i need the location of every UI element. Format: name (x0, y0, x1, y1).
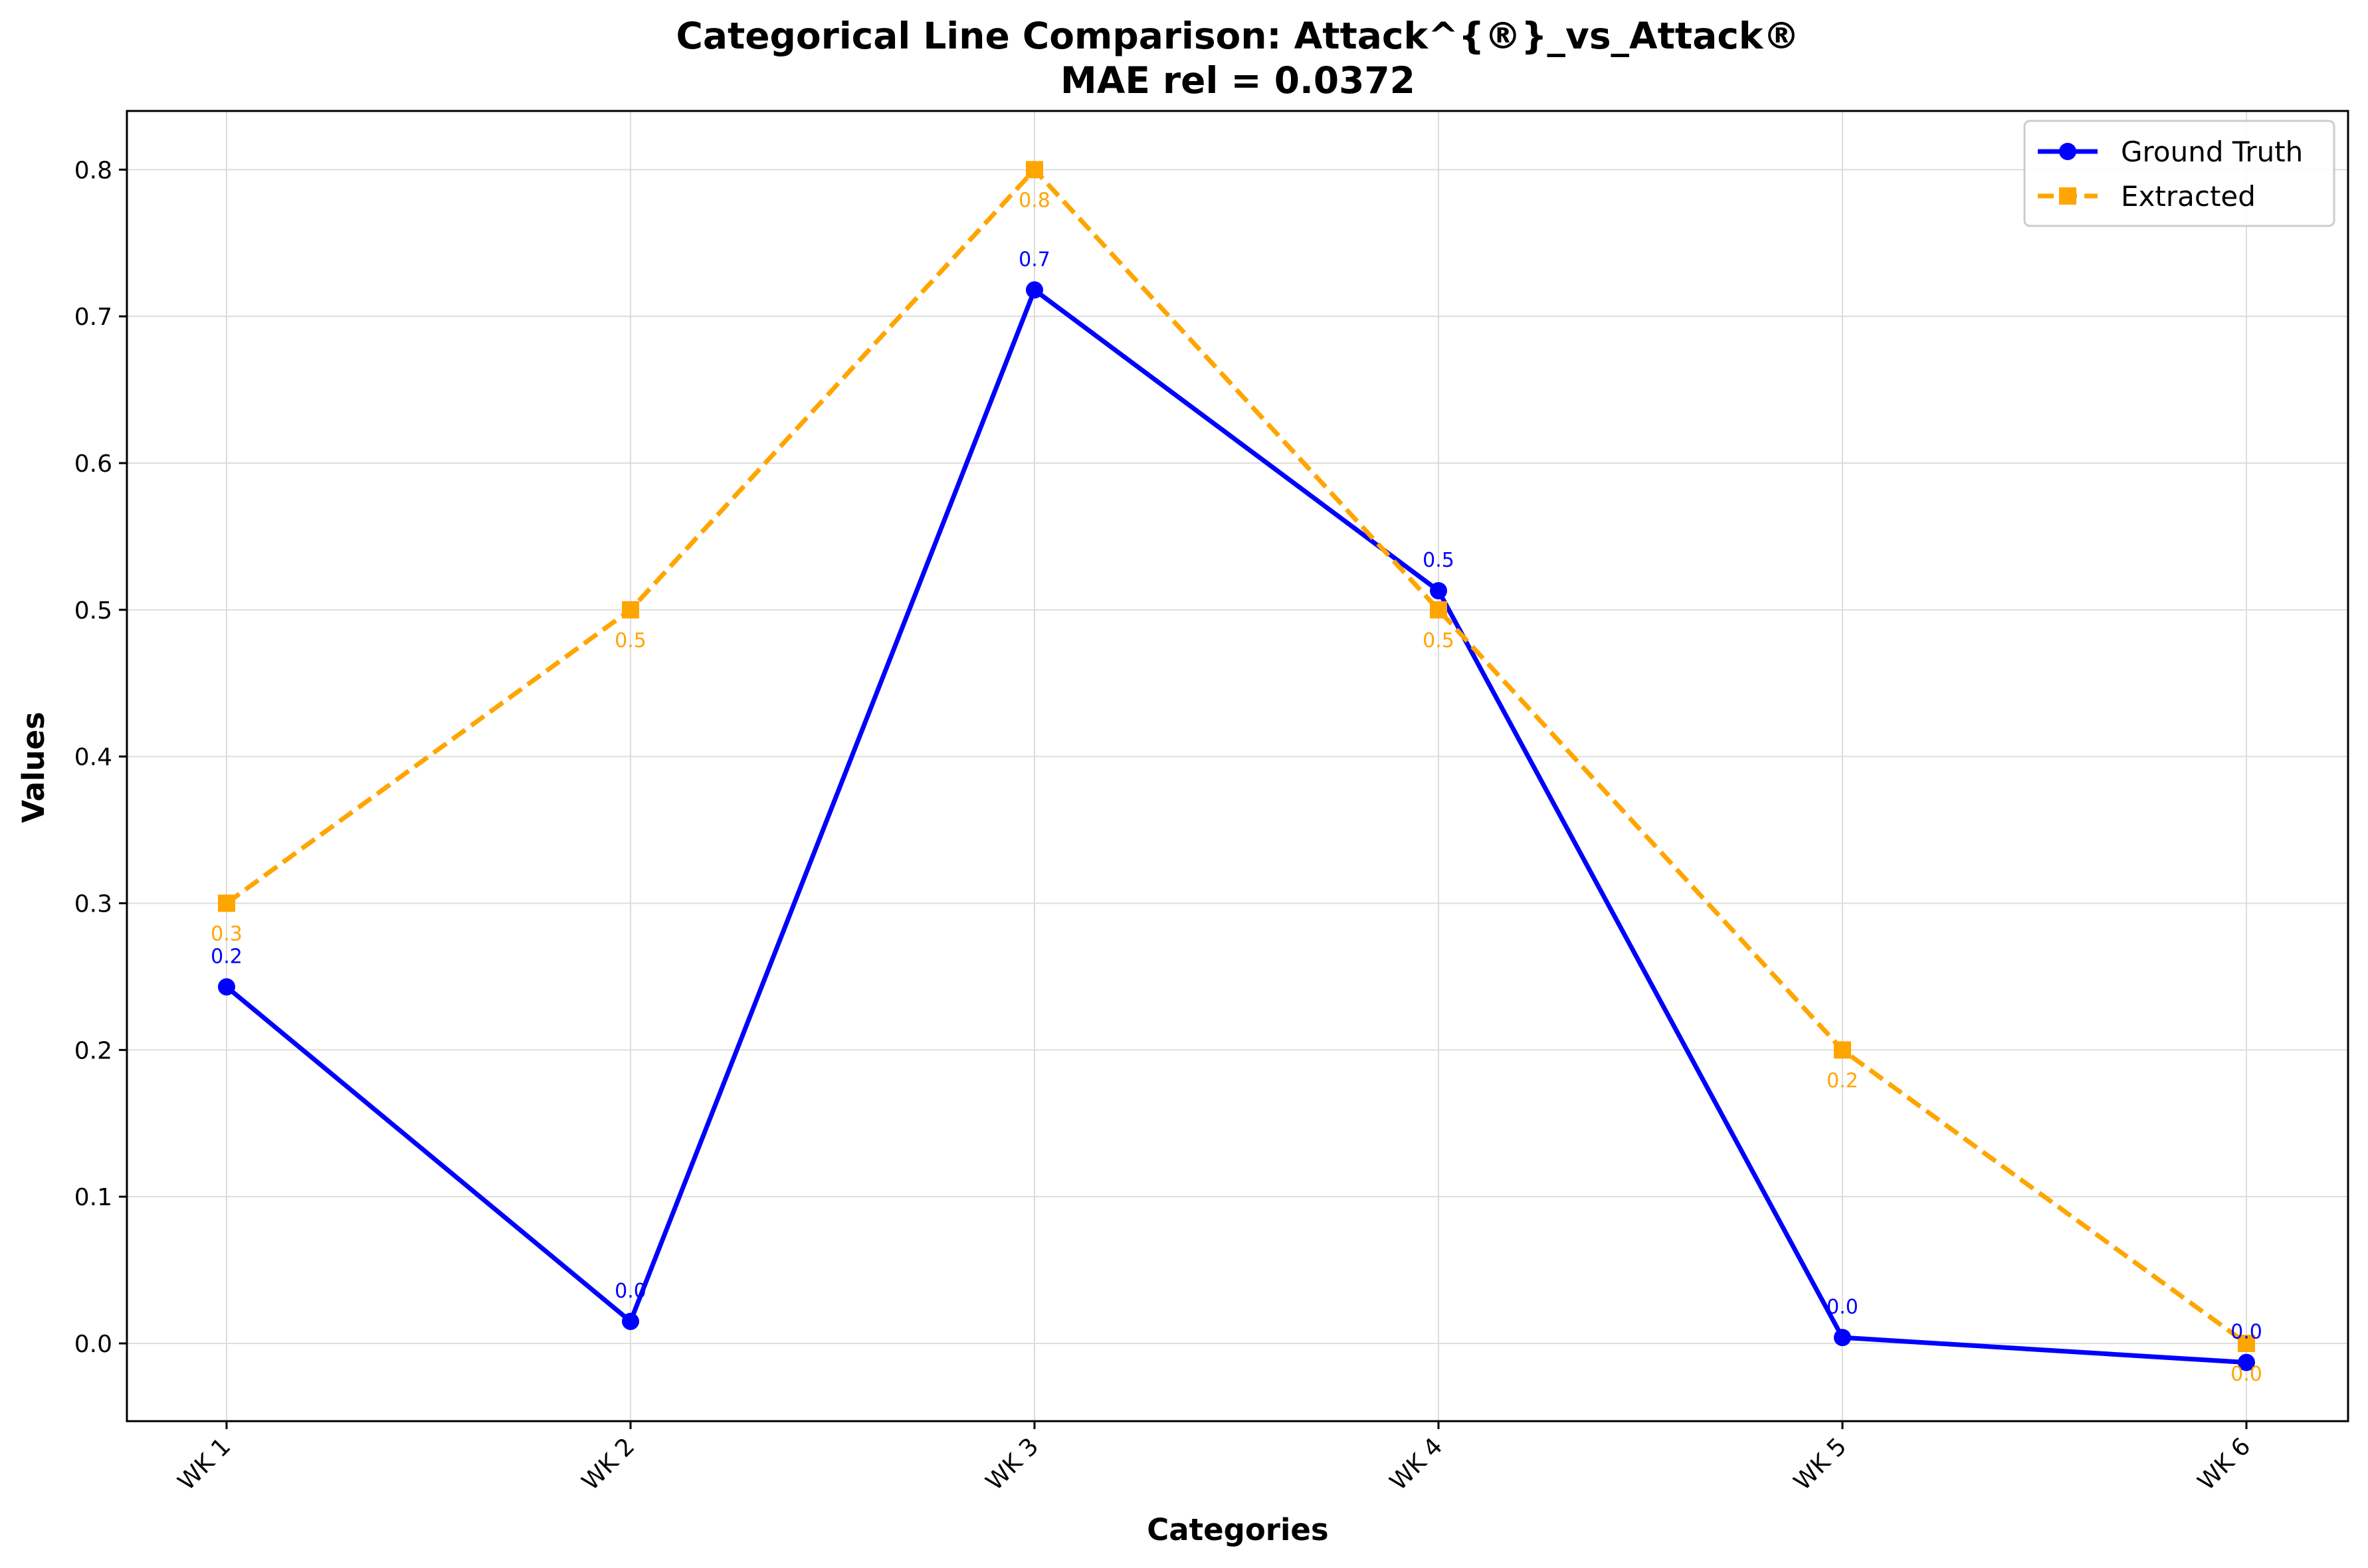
data-point (1430, 582, 1447, 600)
y-tick-label: 0.1 (74, 1184, 112, 1211)
series-line-extracted (225, 167, 2248, 1345)
y-axis-label: Values (16, 712, 51, 823)
y-tick-label: 0.5 (74, 597, 112, 625)
data-labels: 0.2 0.0 0.7 0.5 0.0 0.0 0.3 0.5 0.8 0.5 0.2 0.0 (211, 189, 2262, 1386)
data-point (622, 601, 639, 619)
legend-entry-label: Ground Truth (2121, 136, 2303, 168)
data-label: 0.7 (1019, 248, 1050, 271)
x-axis-label: Categories (1147, 1512, 1328, 1547)
data-label: 0.0 (615, 1280, 646, 1303)
y-tick-label: 0.6 (74, 450, 112, 478)
data-point (622, 1312, 639, 1330)
data-label: 0.2 (211, 945, 243, 968)
data-point (218, 978, 235, 996)
data-label: 0.0 (1826, 1296, 1858, 1319)
data-label: 0.5 (1423, 629, 1454, 652)
y-tick-label: 0.0 (74, 1331, 112, 1358)
data-point (2238, 1334, 2255, 1352)
series-line-ground-truth (225, 287, 2247, 1365)
legend: Ground Truth Extracted (2023, 120, 2335, 227)
y-tick-label: 0.3 (74, 890, 112, 918)
legend-box (2023, 120, 2335, 227)
legend-entry-label: Extracted (2121, 180, 2256, 213)
data-label: 0.5 (1423, 549, 1454, 572)
data-point (1026, 161, 1043, 179)
chart-title-line2: MAE rel = 0.0372 (1060, 59, 1415, 102)
data-point (2238, 1353, 2255, 1371)
series-layer (218, 161, 2255, 1371)
legend-marker (2059, 187, 2076, 205)
grid (127, 111, 2348, 1421)
data-label: 0.2 (1826, 1069, 1858, 1092)
data-label: 0.0 (2230, 1363, 2262, 1386)
y-tick-label: 0.4 (74, 744, 112, 771)
data-label: 0.3 (211, 922, 243, 945)
data-label: 0.8 (1019, 189, 1050, 212)
y-tick-label: 0.8 (74, 157, 112, 184)
data-point (218, 894, 235, 912)
y-tick-label: 0.7 (74, 304, 112, 331)
data-point (1834, 1041, 1851, 1059)
data-point (1834, 1329, 1851, 1347)
data-point (1430, 601, 1447, 619)
y-tick-label: 0.2 (74, 1037, 112, 1064)
data-label: 0.0 (2230, 1321, 2262, 1344)
legend-marker (2059, 143, 2076, 160)
data-point (1026, 281, 1043, 299)
data-label: 0.5 (615, 629, 646, 652)
chart-title-line1: Categorical Line Comparison: Attack^{®}_… (676, 15, 1799, 57)
plot-frame (126, 110, 2349, 1422)
